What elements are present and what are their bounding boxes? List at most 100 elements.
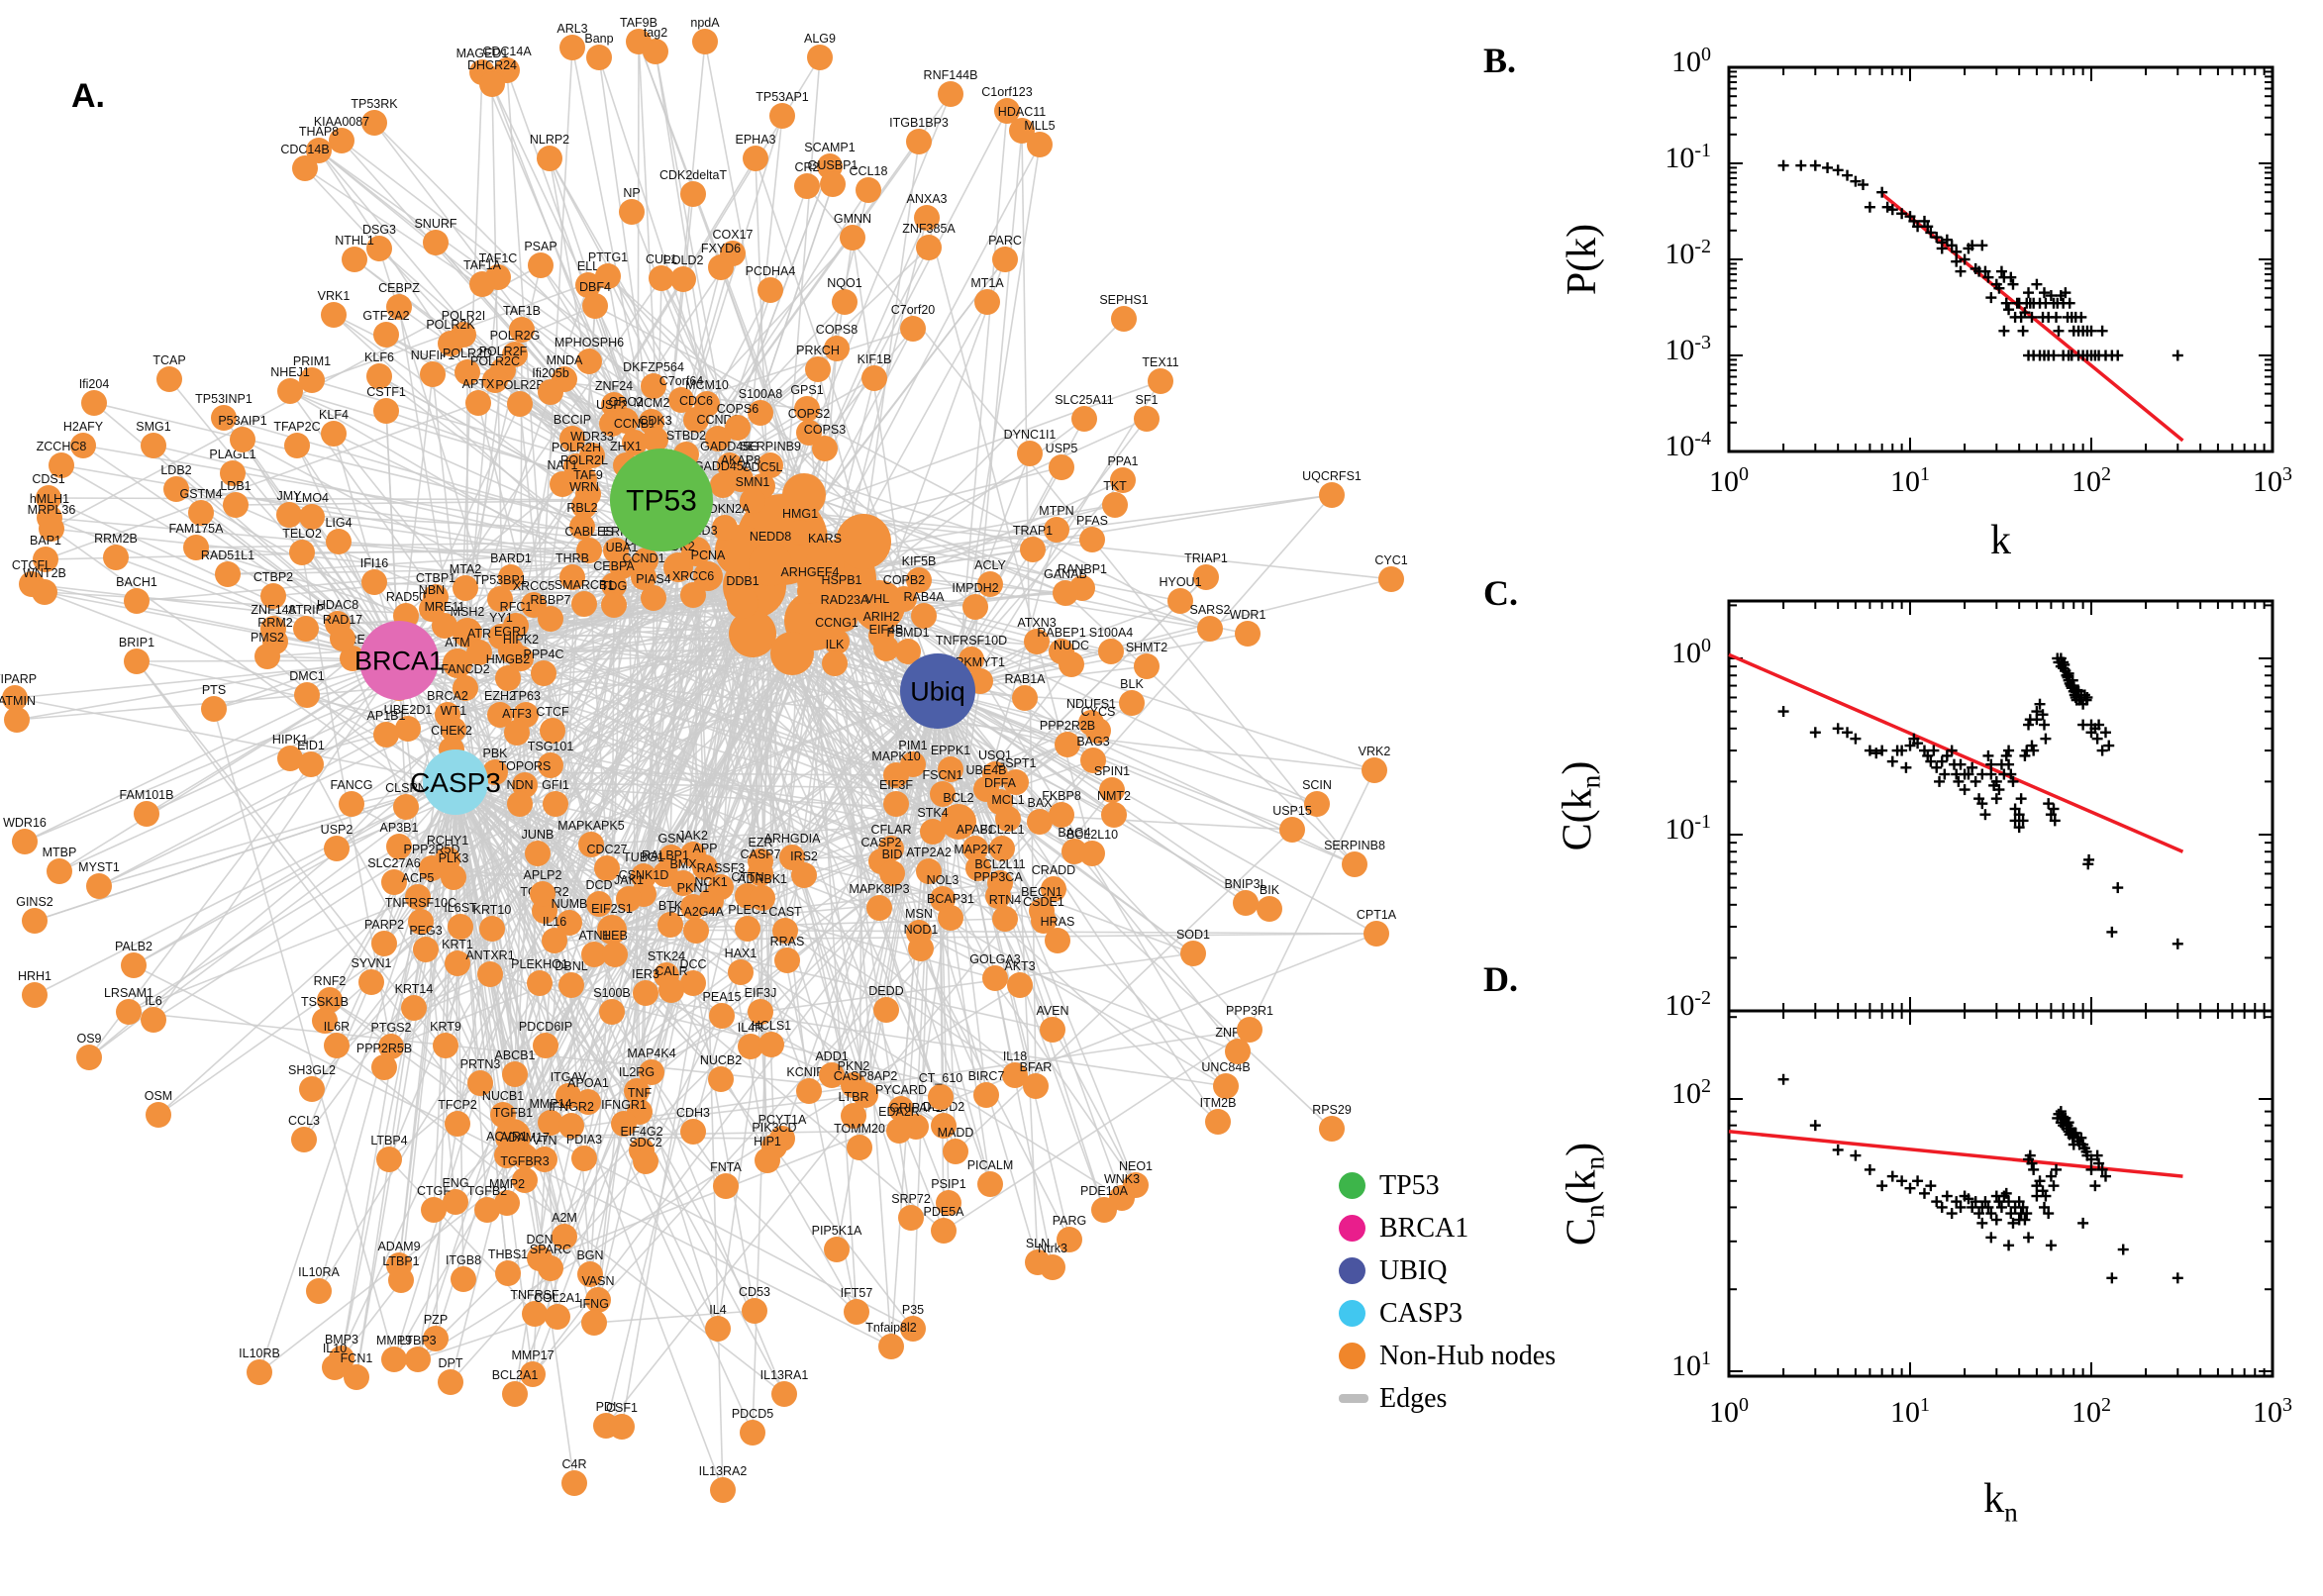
network-node-label: IL16 [543,915,566,929]
network-node-label: PIK3CD [752,1121,796,1135]
network-node-label: MT1A [970,276,1004,290]
network-node [479,71,505,97]
network-node-label: SARS2 [1190,603,1231,617]
xlabel-d: kn [1983,1476,2018,1528]
network-node-label: MAPK10 [871,749,920,763]
network-node-label: MMP2 [489,1177,525,1191]
network-node-label: BCL2L10 [1066,828,1118,842]
network-node-label: RFC1 [500,600,533,614]
network-node [597,915,627,945]
legend-item: BRCA1 [1339,1207,1556,1249]
network-node [619,199,645,225]
network-node-label: TCAP [152,353,185,367]
network-node [571,493,597,519]
network-node [1040,1254,1065,1280]
network-node-label: SLC27A6 [367,856,421,870]
network-node [992,247,1018,272]
network-node-label: FKBP8 [1042,789,1081,803]
network-node-label: CCL3 [288,1114,320,1128]
network-node [693,561,723,591]
network-node [454,359,480,385]
network-node [528,252,554,278]
network-node [873,997,899,1023]
network-node-label: CHEK2 [431,724,472,738]
network-node [586,891,612,917]
scatter-points [1777,159,2183,361]
network-node-label: MTA2 [450,562,481,576]
network-node-label: NDN [506,778,533,792]
network-node [943,1139,968,1164]
network-node [668,387,694,413]
network-node-label: TEX11 [1142,355,1178,369]
network-node [641,373,666,399]
network-node-label: ANXA3 [907,192,948,206]
network-node-label: TKT [1103,479,1127,493]
network-node [507,791,533,817]
network-node-label: PCYT1A [758,1113,807,1127]
network-node-label: AKT3 [1004,959,1035,973]
network-node-label: HYOU1 [1159,575,1201,589]
network-node [376,1147,402,1172]
network-node [683,918,709,944]
network-node-label: NTHL1 [335,234,374,248]
network-node [938,81,963,107]
network-node [366,363,392,389]
network-node-label: TSSK1B [301,995,349,1009]
network-node [743,146,768,171]
network-node [930,781,956,807]
network-node [276,502,302,528]
network-node-label: PDCD6IP [519,1020,572,1034]
network-node-label: CTGF [417,1184,451,1198]
network-node [1102,492,1128,518]
network-node [520,1361,546,1387]
network-node [22,982,48,1008]
network-node-label: KRT9 [430,1020,461,1034]
network-node-label: CLSPN [385,781,427,795]
network-node [453,575,478,601]
ylabel-b: P(k) [1560,223,1605,296]
network-node-label: PPP3CA [973,870,1023,884]
network-node-label: DDB1 [726,574,758,588]
network-node [306,1278,332,1304]
network-node-label: SNURF [414,217,456,231]
network-node [758,1032,784,1057]
network-node-label: MNDA [547,353,583,367]
network-node-label: EIF2S1 [591,902,633,916]
network-node [906,567,932,593]
network-node-label: CYCS [1081,705,1116,719]
network-node-label: BCAP31 [927,892,974,906]
network-node [633,1148,658,1174]
network-node [512,1144,538,1169]
network-node-label: MAP4K4 [627,1047,675,1060]
network-node [622,430,648,455]
network-node [1017,441,1043,466]
network-node [494,1190,520,1216]
network-node [1027,132,1053,157]
network-node [710,472,736,498]
network-node [1027,809,1053,835]
network-node-label: BGN [576,1248,603,1262]
network-node [977,1171,1003,1197]
network-node [12,829,38,854]
network-node-label: COPB2 [883,573,925,587]
network-node-label: P35 [902,1303,924,1317]
network-node-label: KIF1B [858,352,892,366]
network-node-label: ATF3 [502,707,532,721]
network-node-label: MLL5 [1024,119,1055,133]
network-node-label: SLN [1026,1237,1050,1250]
network-node-label: APLP2 [524,868,562,882]
network-node-label: EIF4B [869,623,904,637]
network-node [326,529,352,554]
network-node [1040,1017,1065,1043]
network-node-label: CUL1 [646,252,677,266]
network-node [740,488,765,514]
network-node-label: XRCC5 [513,579,555,593]
legend-item: CASP3 [1339,1292,1556,1335]
network-node-label: ORC2 [609,395,644,409]
network-node [542,928,567,953]
network-node [1237,1017,1262,1043]
ytick-label: 10-1 [1665,140,1711,174]
ytick-label: 100 [1671,634,1711,669]
network-node-label: CDC14B [280,143,329,156]
network-node-label: GADD45G [700,440,759,453]
